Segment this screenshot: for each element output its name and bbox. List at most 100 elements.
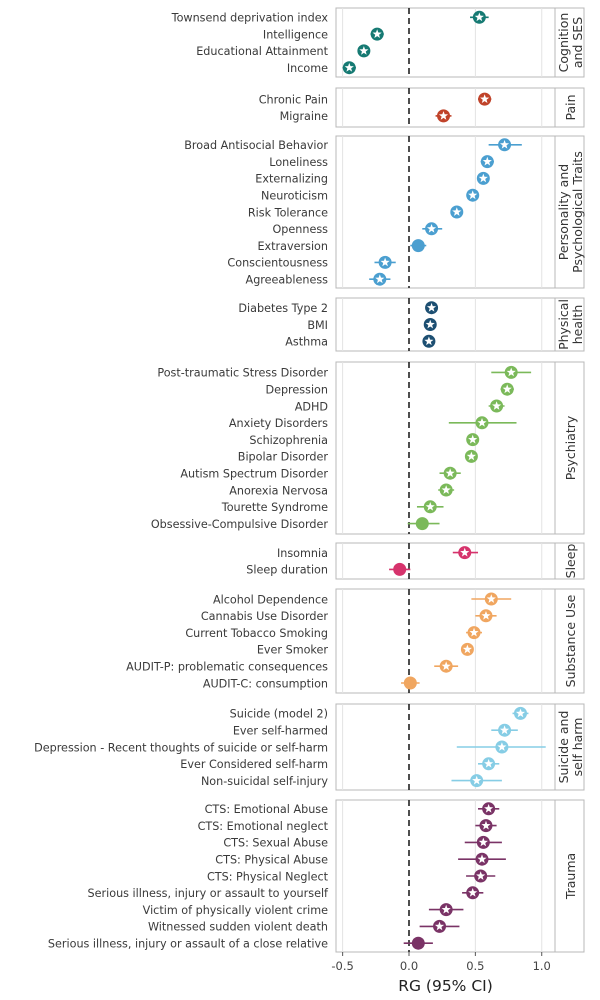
facet-label-line: Suicide and <box>556 711 571 784</box>
x-tick-label: 1.0 <box>533 959 551 973</box>
significance-star <box>445 468 455 478</box>
estimate-point <box>411 239 425 253</box>
significance-star <box>480 94 490 103</box>
significance-star <box>500 140 510 149</box>
significance-star <box>484 804 494 813</box>
row-label: Townsend deprivation index <box>171 12 329 25</box>
significance-star <box>481 820 491 830</box>
panel-frame <box>335 542 556 580</box>
estimate-point <box>393 562 407 576</box>
row-label: Depression - Recent thoughts of suicide … <box>34 741 328 754</box>
significance-star <box>497 742 507 751</box>
significance-star <box>492 401 502 410</box>
facet-label: Personality andPsychological Traits <box>556 151 585 273</box>
row-label: Anxiety Disorders <box>229 417 328 430</box>
panel-frame <box>335 7 556 78</box>
significance-star <box>515 708 526 718</box>
facet-strip <box>554 7 585 78</box>
row-label: Chronic Pain <box>259 93 328 106</box>
facet-label: Psychiatry <box>563 415 578 480</box>
row-label: Bipolar Disorder <box>238 451 329 464</box>
row-label: Autism Spectrum Disorder <box>180 468 328 481</box>
significance-star <box>468 434 478 444</box>
significance-star <box>468 190 478 200</box>
row-label: Intelligence <box>263 28 328 41</box>
row-label: Insomnia <box>277 547 328 560</box>
significance-star <box>500 725 510 735</box>
row-label: Neuroticism <box>261 190 328 203</box>
significance-star <box>466 451 476 461</box>
significance-star <box>359 46 369 55</box>
panel-3: Physicalhealth Diabetes Type 2 BMI Asthma <box>238 297 585 352</box>
significance-star <box>452 207 462 216</box>
row-label: Migraine <box>280 110 329 123</box>
row-label: Externalizing <box>255 173 328 186</box>
row-label: Educational Attainment <box>196 45 328 58</box>
row-label: Openness <box>272 223 328 236</box>
facet-label-line: and SES <box>570 17 585 68</box>
facet-label: Sleep <box>563 544 578 579</box>
row-label: Schizophrenia <box>249 434 328 447</box>
facet-label-line: Substance Use <box>563 594 578 687</box>
facet-label: Physicalhealth <box>556 299 585 350</box>
significance-star <box>478 837 488 847</box>
facet-label-line: Physical <box>556 299 571 350</box>
significance-star <box>474 12 484 22</box>
row-label: AUDIT-C: consumption <box>203 677 328 690</box>
row-label: Sleep duration <box>246 564 328 577</box>
panel-8: Trauma CTS: Emotional Abuse CTS: Emotional… <box>48 799 585 953</box>
significance-star <box>506 367 516 377</box>
significance-star <box>441 904 451 914</box>
row-label: BMI <box>307 319 328 332</box>
row-label: CTS: Physical Neglect <box>207 870 329 883</box>
significance-star <box>438 111 449 120</box>
facet-label: Cognitionand SES <box>556 13 585 73</box>
facet-label-line: Trauma <box>563 853 578 900</box>
facet-label: Suicide andself harm <box>556 711 585 784</box>
panel-frame <box>335 588 556 694</box>
panel-4: Psychiatry Post-traumatic Stress Disorder… <box>151 361 585 535</box>
significance-star <box>372 29 382 38</box>
facet-strip <box>554 297 585 352</box>
estimate-point <box>403 676 417 690</box>
row-label: Conscientousness <box>227 257 328 270</box>
row-label: Asthma <box>285 336 328 349</box>
significance-star <box>380 257 390 267</box>
significance-star <box>482 156 492 166</box>
panel-1: Pain Chronic Pain Migraine <box>259 87 585 128</box>
facet-label-line: Cognition <box>556 13 571 73</box>
panel-2: Personality andPsychological Traits Broad… <box>184 135 585 289</box>
row-label: Obsessive-Compulsive Disorder <box>151 518 329 531</box>
row-label: Extraversion <box>257 240 328 253</box>
row-label: Alcohol Dependence <box>213 593 328 606</box>
row-label: CTS: Physical Abuse <box>215 854 328 867</box>
row-label: Risk Tolerance <box>248 206 328 219</box>
significance-star <box>472 775 482 785</box>
facet-label: Pain <box>563 94 578 120</box>
facet-label-line: Personality and <box>556 164 571 260</box>
significance-star <box>427 224 437 233</box>
x-tick-label: -0.5 <box>331 959 353 973</box>
estimate-point <box>415 517 429 531</box>
row-label: ADHD <box>295 400 328 413</box>
row-label: Post-traumatic Stress Disorder <box>157 367 328 380</box>
facet-strip <box>554 135 585 289</box>
facet-strip <box>554 361 585 535</box>
row-label: Loneliness <box>269 156 328 169</box>
significance-star <box>441 661 451 671</box>
significance-star <box>502 384 512 394</box>
panel-frame <box>335 799 556 953</box>
panel-5: Sleep Insomnia Sleep duration <box>246 542 585 580</box>
row-label: Witnessed sudden violent death <box>148 921 328 934</box>
facet-label-line: Psychiatry <box>563 415 578 480</box>
facet-label-line: Psychological Traits <box>570 151 585 273</box>
facet-label-line: Pain <box>563 94 578 120</box>
panel-0: Cognitionand SES Townsend deprivation ind… <box>171 7 585 78</box>
facet-label-line: Sleep <box>563 544 578 579</box>
panel-frame <box>335 361 556 535</box>
significance-star <box>460 547 470 557</box>
significance-star <box>468 888 478 897</box>
row-label: Ever Smoker <box>257 644 329 657</box>
significance-star <box>427 302 437 312</box>
